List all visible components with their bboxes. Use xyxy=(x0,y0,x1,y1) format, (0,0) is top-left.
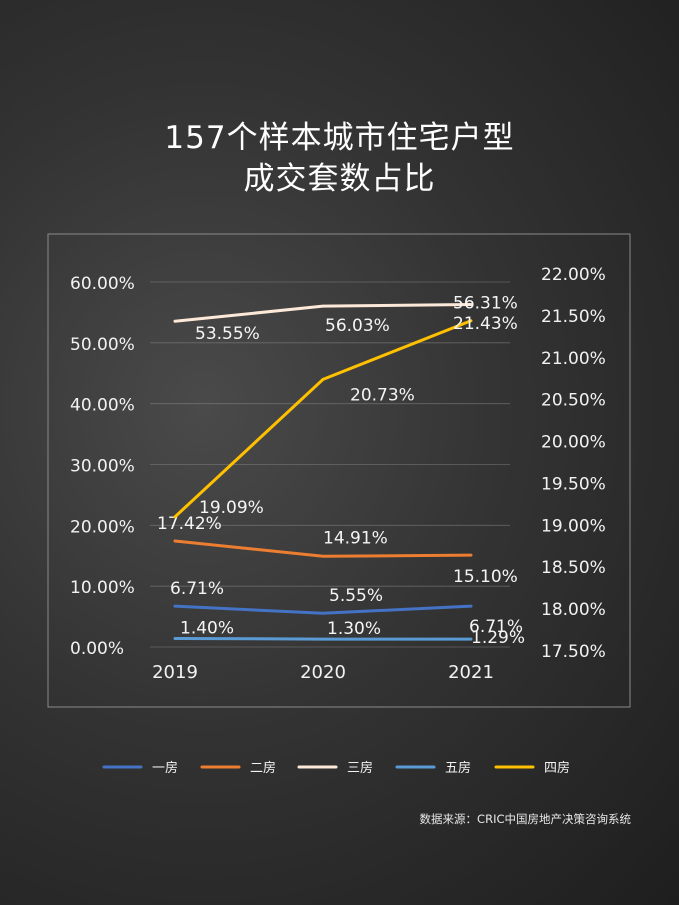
series-line-三房 xyxy=(173,302,473,323)
left-axis-tick-label: 10.00% xyxy=(70,578,135,598)
x-axis-tick-label: 2021 xyxy=(448,662,494,683)
data-label-三房: 53.55% xyxy=(195,324,260,344)
data-label-五房: 1.29% xyxy=(471,628,525,648)
data-source-note: 数据来源：CRIC中国房地产决策咨询系统 xyxy=(419,812,631,826)
right-axis-tick-label: 19.50% xyxy=(541,474,606,494)
legend-label-二房: 二房 xyxy=(250,760,276,776)
data-label-一房: 6.71% xyxy=(469,617,523,637)
series-line-二房 xyxy=(173,539,473,558)
data-label-五房: 1.30% xyxy=(327,619,381,639)
left-axis-tick-label: 20.00% xyxy=(70,517,135,537)
chart-title-line1: 157个样本城市住宅户型 xyxy=(164,120,515,156)
data-label-三房: 56.31% xyxy=(453,293,518,313)
right-axis-tick-label: 21.50% xyxy=(541,307,606,327)
x-axis-tick-label: 2020 xyxy=(300,662,346,683)
data-label-四房: 20.73% xyxy=(350,385,415,405)
right-axis-tick-label: 18.00% xyxy=(541,600,606,620)
series-line-五房 xyxy=(173,636,473,641)
data-label-二房: 14.91% xyxy=(323,528,388,548)
legend-label-五房: 五房 xyxy=(445,760,471,776)
data-label-一房: 5.55% xyxy=(329,586,383,606)
data-label-四房: 19.09% xyxy=(199,498,264,518)
right-axis-tick-label: 21.00% xyxy=(541,349,606,369)
chart-frame xyxy=(47,233,631,708)
right-axis-tick-label: 22.00% xyxy=(541,265,606,285)
data-label-二房: 15.10% xyxy=(453,567,518,587)
right-axis-tick-label: 20.00% xyxy=(541,433,606,453)
left-axis-tick-label: 0.00% xyxy=(70,639,124,659)
right-axis-tick-label: 20.50% xyxy=(541,391,606,411)
legend-label-四房: 四房 xyxy=(544,760,570,776)
legend-label-三房: 三房 xyxy=(347,760,373,776)
data-label-二房: 17.42% xyxy=(157,514,222,534)
series-line-四房 xyxy=(173,319,473,519)
chart-title-line2: 成交套数占比 xyxy=(243,161,436,197)
data-label-三房: 56.03% xyxy=(325,316,390,336)
data-label-一房: 6.71% xyxy=(170,579,224,599)
series-line-一房 xyxy=(173,604,473,615)
right-axis-tick-label: 18.50% xyxy=(541,558,606,578)
left-axis-tick-label: 30.00% xyxy=(70,457,135,477)
data-label-五房: 1.40% xyxy=(180,618,234,638)
right-axis-tick-label: 17.50% xyxy=(541,642,606,662)
left-axis-tick-label: 60.00% xyxy=(70,274,135,294)
data-label-四房: 21.43% xyxy=(453,314,518,334)
left-axis-tick-label: 40.00% xyxy=(70,396,135,416)
right-axis-tick-label: 19.00% xyxy=(541,516,606,536)
line-chart: 0.00% 10.00% 20.00% 30.00% 40.00% 50.00% 60.00… xyxy=(47,233,631,776)
left-axis-tick-label: 50.00% xyxy=(70,335,135,355)
legend-label-一房: 一房 xyxy=(152,760,178,776)
x-axis-tick-label: 2019 xyxy=(152,662,198,683)
